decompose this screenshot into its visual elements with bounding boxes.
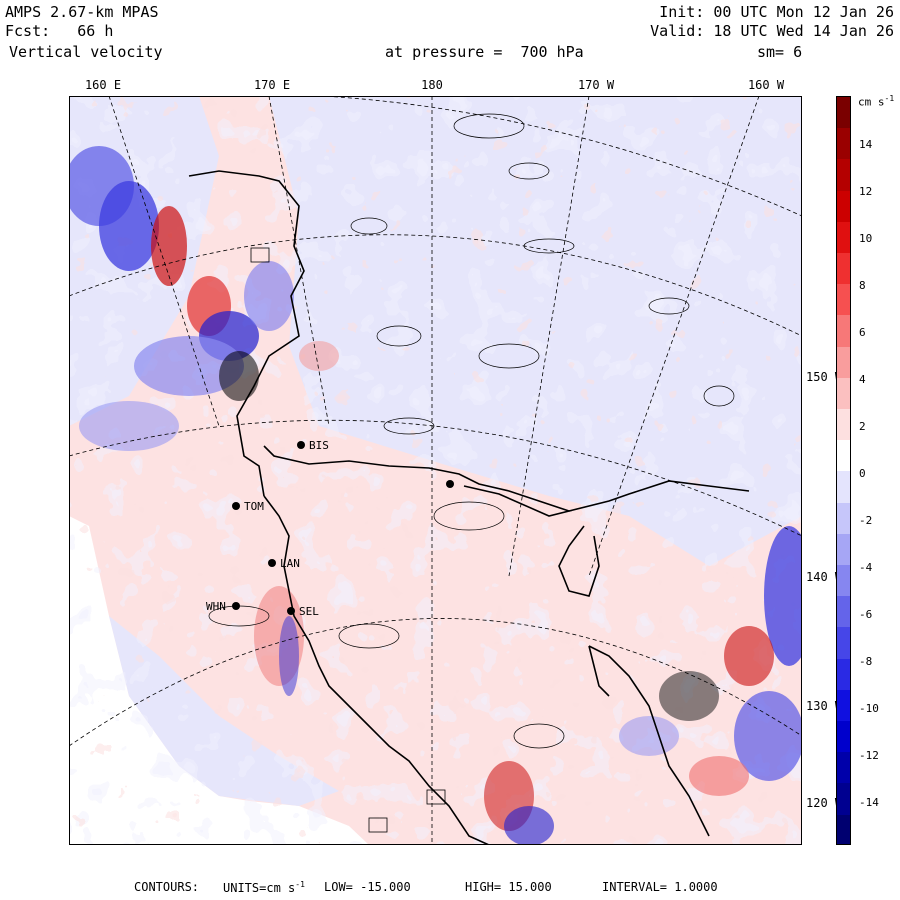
graticule [69, 96, 802, 845]
colorbar-swatch [837, 221, 850, 254]
colorbar-tick-label: 0 [859, 467, 866, 480]
colorbar [836, 96, 851, 845]
colorbar-swatch [837, 159, 850, 191]
station-box [250, 247, 270, 263]
colorbar-tick-label: 2 [859, 420, 866, 433]
colorbar-unit: cm s-1 [858, 94, 895, 109]
contour-lines [208, 113, 735, 749]
colorbar-tick-label: -8 [859, 655, 873, 668]
station-label-sel: SEL [299, 605, 319, 618]
colorbar-tick-label: 14 [859, 138, 873, 151]
colorbar-swatch [837, 128, 850, 160]
lon-label-170e: 170 E [253, 78, 291, 92]
colorbar-swatch [837, 596, 850, 628]
station-dot-sel [287, 607, 295, 615]
colorbar-tick-label: -12 [859, 749, 879, 762]
lat-label-150w: 150 W [806, 370, 843, 384]
coastline [188, 170, 750, 845]
colorbar-swatch [837, 377, 850, 410]
lat-label-130w: 130 W [806, 699, 843, 713]
colorbar-swatch [837, 533, 850, 566]
footer-units: UNITS=cm s-1 [223, 880, 305, 895]
station-label-bis: BIS [309, 439, 329, 452]
colorbar-swatch [837, 721, 850, 753]
lon-label-180: 180 [421, 78, 443, 92]
colorbar-swatch [837, 97, 850, 129]
colorbar-tick-label: -4 [859, 561, 873, 574]
lon-label-170w: 170 W [577, 78, 615, 92]
smoothing: sm= 6 [757, 43, 803, 61]
lon-label-160e: 160 E [84, 78, 122, 92]
vertical-velocity-map: BIS TOM LAN WHN SEL [69, 96, 802, 845]
field-name: Vertical velocity [9, 43, 163, 61]
station-dot-bis [297, 441, 305, 449]
model-title: AMPS 2.67-km MPAS [5, 3, 159, 21]
footer-high: HIGH= 15.000 [465, 880, 552, 894]
station-dot-south-pole [446, 480, 454, 488]
station-label-tom: TOM [244, 500, 264, 513]
init-time: Init: 00 UTC Mon 12 Jan 26 [659, 3, 894, 21]
colorbar-swatch [837, 814, 850, 844]
colorbar-swatch [837, 253, 850, 285]
colorbar-tick-label: 10 [859, 232, 873, 245]
footer-contours: CONTOURS: [134, 880, 200, 894]
station-markers: BIS TOM LAN WHN SEL [206, 247, 454, 833]
station-dot-lan [268, 559, 276, 567]
lat-label-140w: 140 W [806, 570, 843, 584]
colorbar-swatch [837, 658, 850, 690]
station-label-lan: LAN [280, 557, 300, 570]
valid-time: Valid: 18 UTC Wed 14 Jan 26 [650, 22, 894, 40]
station-label-whn: WHN [206, 600, 226, 613]
lon-label-160w: 160 W [747, 78, 785, 92]
colorbar-swatch [837, 315, 850, 347]
colorbar-swatch [837, 783, 850, 815]
station-box [426, 789, 446, 805]
colorbar-tick-label: 4 [859, 373, 866, 386]
colorbar-swatch [837, 284, 850, 316]
colorbar-swatch [837, 565, 850, 597]
colorbar-swatch [837, 190, 850, 222]
colorbar-swatch [837, 346, 850, 378]
footer-interval: INTERVAL= 1.0000 [602, 880, 718, 894]
forecast-hour: Fcst: 66 h [5, 22, 114, 40]
pressure-level: at pressure = 700 hPa [385, 43, 584, 61]
strong-downdraft-features [254, 526, 802, 845]
station-box [368, 817, 388, 833]
colorbar-swatch [837, 689, 850, 722]
station-dot-tom [232, 502, 240, 510]
colorbar-swatch [837, 471, 850, 503]
station-dot-whn [232, 602, 240, 610]
colorbar-swatch [837, 627, 850, 659]
colorbar-tick-label: -2 [859, 514, 873, 527]
colorbar-tick-label: -10 [859, 702, 879, 715]
colorbar-tick-label: -14 [859, 796, 879, 809]
footer-low: LOW= -15.000 [324, 880, 411, 894]
colorbar-swatch [837, 502, 850, 534]
colorbar-tick-label: 8 [859, 279, 866, 292]
colorbar-swatch [837, 440, 850, 472]
lat-label-120w: 120 W [806, 796, 843, 810]
colorbar-swatch [837, 409, 850, 441]
colorbar-swatch [837, 752, 850, 784]
colorbar-tick-label: 12 [859, 185, 873, 198]
strong-updraft-features [69, 146, 339, 451]
colorbar-tick-label: -6 [859, 608, 873, 621]
colorbar-tick-label: 6 [859, 326, 866, 339]
